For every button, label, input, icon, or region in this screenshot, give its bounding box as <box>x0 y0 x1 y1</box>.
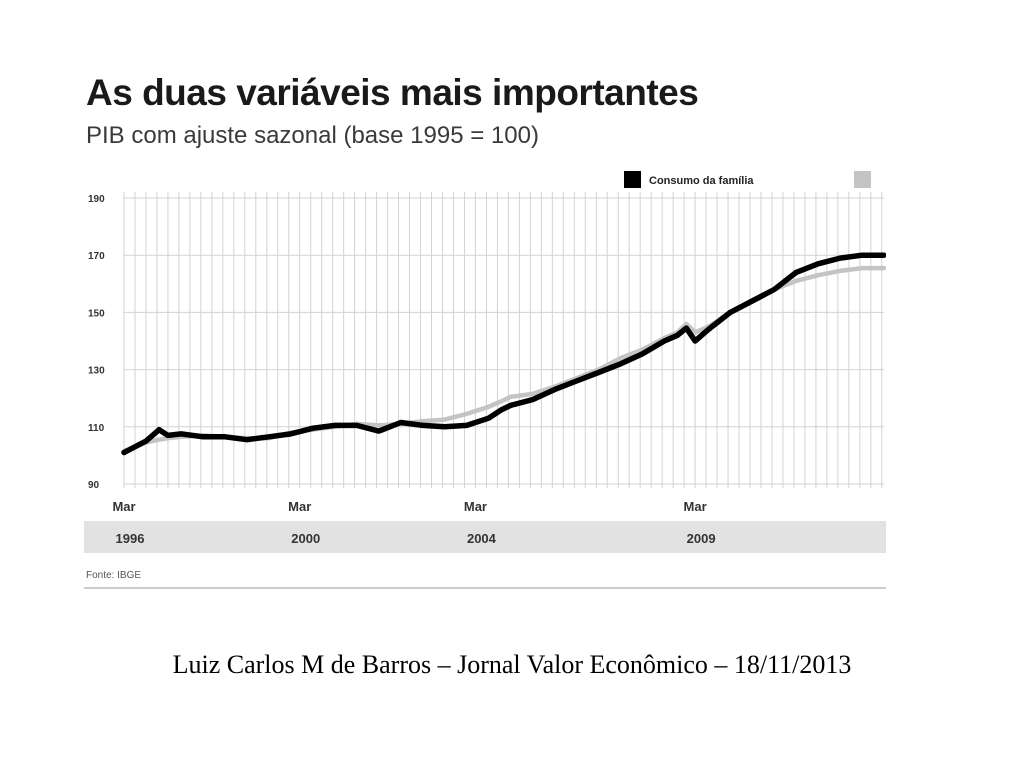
source-note: Fonte: IBGE <box>86 570 142 581</box>
y-tick-label: 170 <box>88 251 105 262</box>
series-lines <box>121 252 886 456</box>
x-tick-month: Mar <box>112 499 135 514</box>
x-tick-month: Mar <box>464 499 487 514</box>
y-tick-label: 90 <box>88 480 100 491</box>
y-tick-label: 130 <box>88 366 105 377</box>
chart-subtitle: PIB com ajuste sazonal (base 1995 = 100) <box>86 122 539 149</box>
legend-swatch-consumo <box>624 171 641 188</box>
legend-label-consumo: Consumo da família <box>649 175 754 187</box>
chart-figure: As duas variáveis mais importantes PIB c… <box>84 66 886 594</box>
legend-swatch-pib <box>854 171 871 188</box>
series-line-pib <box>121 265 886 454</box>
x-tick-month: Mar <box>288 499 311 514</box>
legend: Consumo da família <box>624 171 871 188</box>
x-tick-year: 1996 <box>116 531 145 546</box>
x-tick-year: 2000 <box>291 531 320 546</box>
y-tick-label: 110 <box>88 423 105 434</box>
caption: Luiz Carlos M de Barros – Jornal Valor E… <box>172 650 852 679</box>
year-band-rect <box>84 521 886 553</box>
x-tick-month: Mar <box>684 499 707 514</box>
grid-lines <box>123 192 884 488</box>
x-tick-year: 2004 <box>467 531 497 546</box>
chart-title: As duas variáveis mais importantes <box>86 72 699 113</box>
axes: 90 110 130 150 170 190 Mar 1996 Mar 2000 Mar 2004 Ma… <box>88 194 716 546</box>
year-band <box>84 521 886 589</box>
y-tick-label: 190 <box>88 194 105 205</box>
y-tick-label: 150 <box>88 308 105 319</box>
chart-svg: 90 110 130 150 170 190 Mar 1996 Mar 2000 Mar 2004 Ma… <box>84 171 886 589</box>
series-line-consumo <box>121 252 886 456</box>
x-tick-year: 2009 <box>687 531 716 546</box>
